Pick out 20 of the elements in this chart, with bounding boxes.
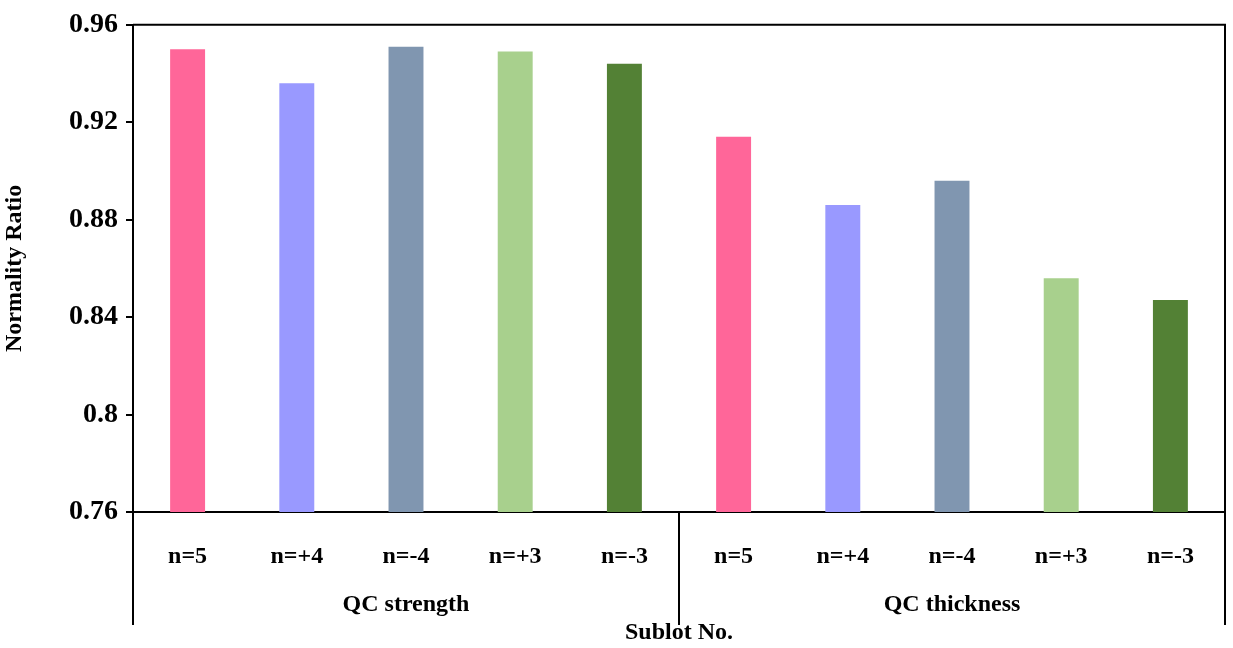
y-axis-title: Normality Ratio — [0, 184, 26, 353]
x-tick-label: n=-3 — [600, 541, 648, 568]
x-tick-label: n=-4 — [928, 541, 976, 568]
x-tick-label: n=+4 — [270, 541, 324, 568]
text: QC thickness — [883, 590, 1021, 617]
y-tick-label: 0.88 — [69, 201, 118, 233]
y-tick-label: 0.84 — [69, 299, 118, 331]
y-tick-label: 0.96 — [69, 7, 118, 39]
x-tick-label: n=+3 — [1034, 541, 1088, 568]
x-tick-label: n=5 — [714, 541, 754, 568]
x-tick-label: n=+3 — [488, 541, 542, 568]
text: QC strength — [342, 590, 470, 617]
x-tick-label: n=5 — [168, 541, 208, 568]
y-tick-label: 0.92 — [69, 104, 118, 136]
x-axis-title: Sublot No. — [624, 618, 734, 645]
x-tick-label: n=+4 — [816, 541, 870, 568]
y-tick-label: 0.8 — [83, 396, 118, 428]
y-tick-label: 0.76 — [69, 494, 118, 526]
x-tick-label: n=-4 — [382, 541, 430, 568]
x-tick-label: n=-3 — [1146, 541, 1194, 568]
